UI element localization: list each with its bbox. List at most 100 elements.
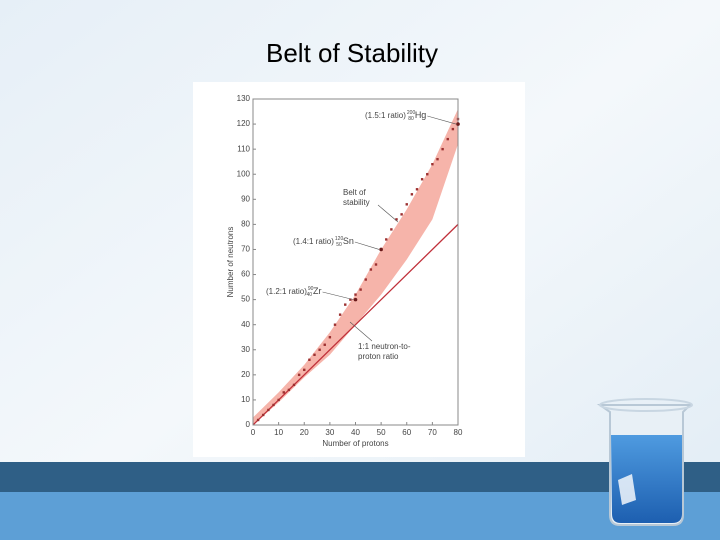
nuclide-point	[385, 238, 388, 241]
ratio-line	[252, 223, 459, 426]
y-tick-label: 120	[237, 119, 251, 128]
ratio-line-label: 1:1 neutron-to-	[358, 342, 411, 351]
nuclide-point	[426, 173, 429, 176]
y-tick-label: 20	[241, 370, 250, 379]
isotope-point	[379, 247, 383, 252]
isotope-symbol: Sn	[343, 236, 354, 246]
nuclide-point	[297, 373, 301, 377]
y-tick-label: 50	[241, 295, 250, 304]
nuclide-point	[400, 213, 403, 216]
nuclide-point	[318, 348, 321, 351]
x-tick-label: 30	[325, 428, 334, 437]
nuclide-point	[328, 336, 332, 339]
nuclide-point	[451, 127, 455, 131]
nuclide-point	[431, 163, 434, 166]
x-tick-label: 60	[402, 428, 411, 437]
beaker	[596, 398, 693, 526]
nuclide-point	[359, 288, 362, 291]
y-tick-label: 100	[237, 169, 251, 178]
nuclide-point	[267, 408, 270, 412]
y-tick-label: 40	[241, 320, 250, 329]
isotope-atomic: 50	[336, 242, 342, 248]
nuclide-point	[410, 193, 414, 196]
nuclide-point	[374, 263, 378, 266]
isotope-symbol: Hg	[415, 110, 427, 120]
ratio-line-arrow	[349, 321, 373, 342]
nuclide-point	[262, 413, 265, 417]
nuclide-point	[303, 368, 306, 372]
isotope-mass: 120	[335, 236, 344, 242]
isotope-annotation: (1.4:1 ratio)120 50Sn	[293, 236, 383, 252]
nuclide-point	[282, 391, 285, 394]
isotope-atomic: 80	[408, 116, 414, 122]
nuclide-point	[354, 293, 357, 296]
annotation-arrow	[354, 241, 380, 250]
nuclide-point	[272, 403, 275, 407]
y-tick-label: 130	[237, 94, 251, 103]
nuclide-point	[277, 398, 280, 402]
y-tick-label: 90	[241, 194, 250, 203]
nuclide-point	[333, 323, 337, 326]
isotope-annotation: (1.5:1 ratio)200 80Hg	[365, 110, 460, 126]
chart-panel	[193, 82, 525, 457]
x-tick-label: 70	[428, 428, 437, 437]
isotope-label: (1.2:1 ratio)90 40Zr	[266, 286, 322, 298]
annotation-arrow	[322, 291, 354, 300]
x-axis-label: Number of protons	[322, 439, 388, 448]
nuclide-point	[390, 228, 393, 231]
x-tick-label: 20	[300, 428, 309, 437]
isotope-point	[353, 297, 358, 302]
x-tick-label: 40	[351, 428, 360, 437]
y-tick-label: 0	[246, 420, 251, 429]
isotope-ratio: (1.5:1 ratio)	[365, 111, 406, 120]
ratio-line-label: proton ratio	[358, 352, 399, 361]
isotope-annotation: (1.2:1 ratio)90 40Zr	[266, 286, 358, 302]
x-tick-label: 0	[251, 428, 256, 437]
y-tick-label: 80	[241, 219, 250, 228]
isotope-mass: 90	[308, 286, 314, 292]
x-tick-label: 50	[377, 428, 386, 437]
nuclide-point	[420, 178, 424, 181]
nuclide-point	[349, 298, 352, 301]
nuclide-point	[395, 218, 398, 221]
nuclide-point	[405, 203, 408, 206]
nuclide-point	[446, 137, 449, 141]
isotope-atomic: 40	[306, 292, 312, 298]
belt-label: Belt of	[343, 188, 366, 197]
nuclide-point	[323, 343, 326, 346]
nuclide-point	[436, 157, 439, 161]
nuclide-point	[338, 313, 342, 316]
x-tick-label: 80	[454, 428, 463, 437]
nuclide-point	[292, 383, 296, 387]
belt-label: stability	[343, 198, 370, 207]
slide-title: Belt of Stability	[266, 38, 438, 68]
y-tick-label: 70	[241, 245, 250, 254]
nuclide-point	[313, 353, 316, 356]
annotation-arrow	[427, 115, 457, 125]
plot: 0 10 20 30 40 50 60 70 80 90 100 110 120 130 0 10 20 30 40…	[226, 94, 463, 448]
y-tick-label: 60	[241, 270, 250, 279]
isotope-ratio: (1.4:1 ratio)	[293, 237, 334, 246]
isotope-mass: 200	[407, 110, 416, 116]
y-axis-label: Number of neutrons	[226, 227, 235, 298]
y-tick-label: 110	[237, 144, 250, 153]
nuclide-point	[256, 418, 260, 422]
isotope-ratio: (1.2:1 ratio)	[266, 287, 307, 296]
isotope-label: (1.5:1 ratio)200 80Hg	[365, 110, 426, 122]
y-tick-label: 10	[241, 395, 250, 404]
nuclide-point	[369, 268, 373, 271]
footer-band	[0, 462, 720, 492]
isotope-symbol: Zr	[313, 286, 322, 296]
nuclide-point	[364, 278, 367, 281]
nuclide-point	[287, 388, 291, 392]
isotope-label: (1.4:1 ratio)120 50Sn	[293, 236, 354, 248]
x-tick-label: 10	[274, 428, 283, 437]
belt-arrow	[377, 204, 399, 223]
isotope-point	[456, 122, 460, 126]
y-tick-label: 30	[241, 345, 250, 354]
nuclide-point	[441, 147, 444, 151]
footer-band-light	[0, 492, 720, 540]
nuclide-point	[344, 303, 347, 306]
nuclide-point	[308, 358, 311, 361]
